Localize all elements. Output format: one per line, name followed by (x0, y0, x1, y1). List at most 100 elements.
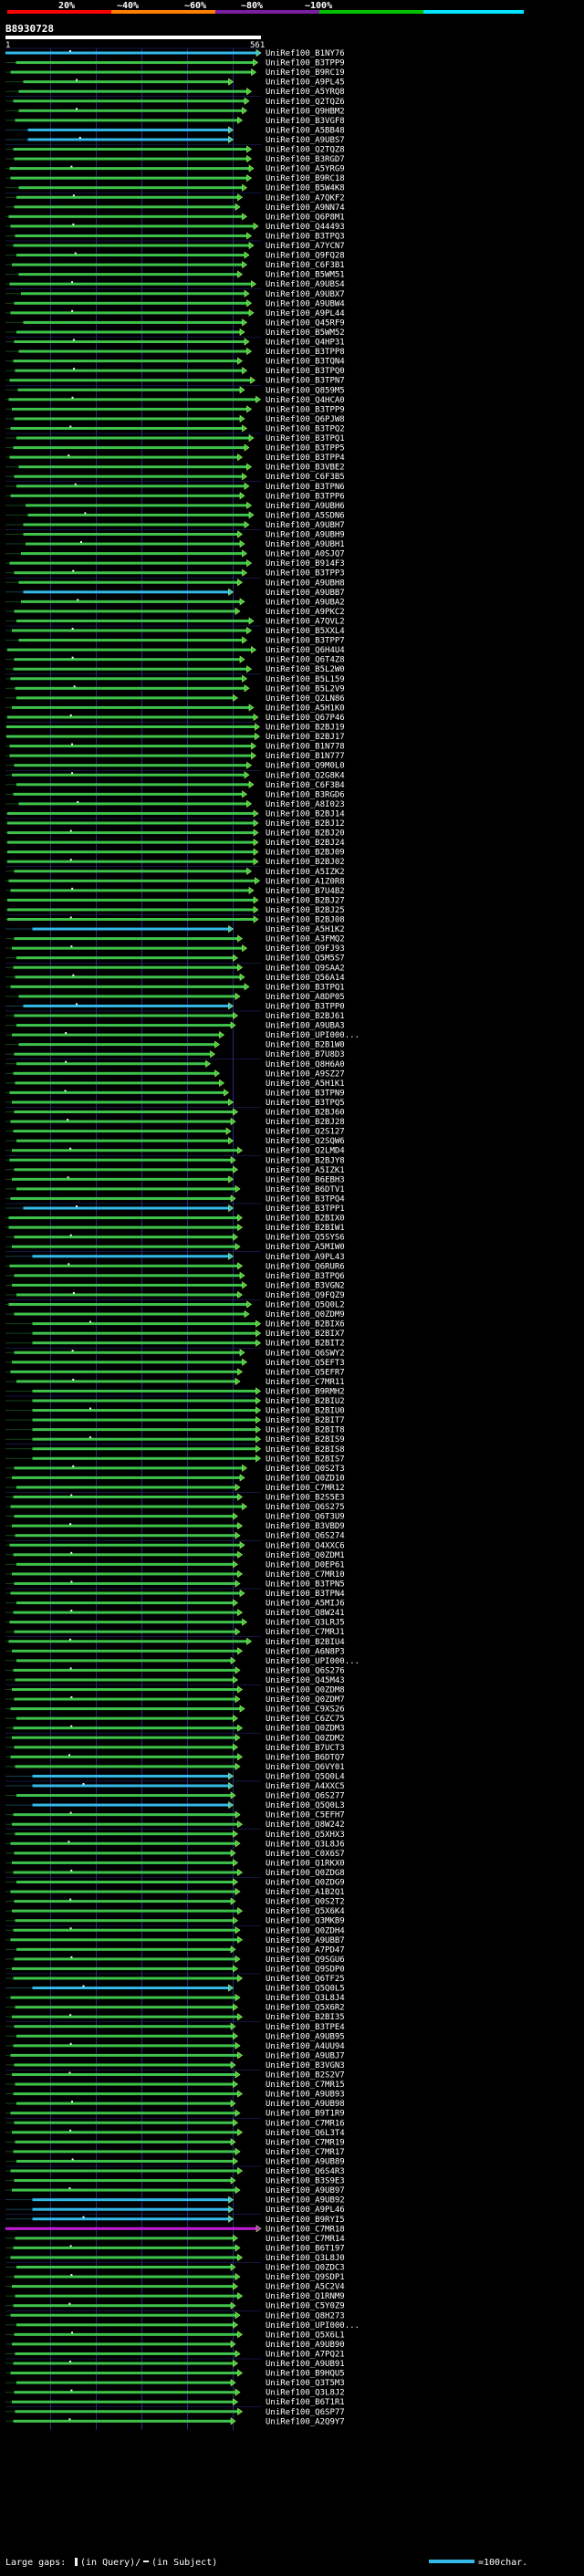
hit-label[interactable]: UniRef100_A9UB93 (266, 2091, 345, 2100)
hit-row[interactable]: UniRef100_B3TPQ2 (5, 424, 345, 433)
hit-row[interactable]: UniRef100_A7QKF2 (5, 193, 345, 203)
hit-row[interactable]: UniRef100_B3RGD6 (5, 790, 345, 799)
hit-row[interactable]: UniRef100_B1N778 (5, 742, 345, 752)
hit-row[interactable]: UniRef100_Q0ZDM8 (5, 1685, 345, 1695)
hit-label[interactable]: UniRef100_B9RC18 (266, 174, 345, 183)
hit-label[interactable]: UniRef100_Q9FJ93 (266, 944, 345, 954)
hit-row[interactable]: UniRef100_Q4XXC6 (5, 1541, 345, 1550)
hit-row[interactable]: UniRef100_B3TPQ3 (5, 232, 345, 241)
hit-label[interactable]: UniRef100_B3TPP8 (266, 348, 345, 357)
hit-label[interactable]: UniRef100_C7MRJ1 (266, 1628, 345, 1637)
hit-row[interactable]: UniRef100_C7MR10 (5, 1570, 345, 1580)
hit-row[interactable]: UniRef100_Q859M5 (5, 386, 345, 395)
hit-row[interactable]: UniRef100_Q0ZDH4 (5, 1926, 345, 1935)
hit-label[interactable]: UniRef100_Q9FQ28 (266, 252, 345, 261)
hit-label[interactable]: UniRef100_A9UBW4 (266, 299, 345, 308)
hit-row[interactable]: UniRef100_B2BJ20 (5, 829, 345, 839)
hit-row[interactable]: UniRef100_B6T197 (5, 2244, 345, 2253)
hit-label[interactable]: UniRef100_Q5EFT3 (266, 1359, 345, 1368)
hit-row[interactable]: UniRef100_UPI000... (5, 1031, 360, 1040)
hit-label[interactable]: UniRef100_Q6RUR6 (266, 1262, 345, 1271)
hit-label[interactable]: UniRef100_A9UB95 (266, 2032, 345, 2041)
hit-label[interactable]: UniRef100_Q6L3T4 (266, 2129, 345, 2138)
hit-row[interactable]: UniRef100_A7QVL2 (5, 617, 345, 626)
hit-label[interactable]: UniRef100_Q0ZDH4 (266, 1926, 345, 1935)
hit-row[interactable]: UniRef100_B2BIX6 (5, 1319, 345, 1330)
hit-row[interactable]: UniRef100_Q1RNM9 (5, 2292, 345, 2301)
hit-row[interactable]: UniRef100_A9UBB7 (5, 1935, 345, 1945)
hit-row[interactable]: UniRef100_A9UB97 (5, 2186, 345, 2195)
hit-row[interactable]: UniRef100_Q6RUR6 (5, 1262, 345, 1271)
hit-row[interactable]: UniRef100_B3VGN2 (5, 1281, 345, 1290)
hit-label[interactable]: UniRef100_B3TPQ6 (266, 1272, 345, 1281)
hit-label[interactable]: UniRef100_A9UB92 (266, 2196, 345, 2206)
hit-label[interactable]: UniRef100_B6T1R1 (266, 2398, 345, 2407)
hit-row[interactable]: UniRef100_Q6S277 (5, 1791, 345, 1801)
hit-row[interactable]: UniRef100_A9PL43 (5, 1252, 345, 1262)
hit-label[interactable]: UniRef100_A9UBJ7 (266, 2051, 345, 2060)
hit-row[interactable]: UniRef100_Q6SWY2 (5, 1349, 345, 1358)
hit-label[interactable]: UniRef100_Q3MKB9 (266, 1917, 345, 1926)
hit-label[interactable]: UniRef100_B2BJ08 (266, 916, 345, 925)
hit-label[interactable]: UniRef100_B3VGN3 (266, 2061, 345, 2070)
hit-row[interactable]: UniRef100_B3TPP9 (5, 405, 345, 414)
hit-row[interactable]: UniRef100_Q3L8J4 (5, 1994, 345, 2003)
hit-label[interactable]: UniRef100_A1B2Q1 (266, 1888, 345, 1897)
hit-row[interactable]: UniRef100_Q9SDP0 (5, 1965, 345, 1974)
hit-label[interactable]: UniRef100_C7MR15 (266, 2081, 345, 2090)
hit-label[interactable]: UniRef100_B3TPE4 (266, 2023, 345, 2032)
hit-row[interactable]: UniRef100_Q0ZDC3 (5, 2263, 345, 2273)
hit-row[interactable]: UniRef100_Q3L8J6 (5, 1840, 345, 1849)
hit-label[interactable]: UniRef100_C7MR19 (266, 2138, 345, 2147)
hit-label[interactable]: UniRef100_Q6S274 (266, 1532, 345, 1541)
hit-label[interactable]: UniRef100_A9UBH8 (266, 579, 345, 588)
hit-label[interactable]: UniRef100_Q6SWY2 (266, 1349, 345, 1358)
hit-row[interactable]: UniRef100_Q8W242 (5, 1820, 345, 1830)
hit-label[interactable]: UniRef100_Q6H4U4 (266, 646, 345, 655)
hit-row[interactable]: UniRef100_Q3MKB9 (5, 1916, 345, 1926)
hit-row[interactable]: UniRef100_B2B1W0 (5, 1040, 345, 1050)
hit-row[interactable]: UniRef100_B3VGN3 (5, 2060, 345, 2070)
hit-label[interactable]: UniRef100_Q6P8M1 (266, 213, 345, 222)
hit-row[interactable]: UniRef100_C7MRJ1 (5, 1628, 345, 1637)
hit-label[interactable]: UniRef100_C7MR14 (266, 2235, 345, 2244)
hit-row[interactable]: UniRef100_B3TPN9 (5, 1089, 345, 1098)
hit-row[interactable]: UniRef100_B1N777 (5, 752, 345, 761)
hit-label[interactable]: UniRef100_Q8W242 (266, 1820, 345, 1830)
hit-row[interactable]: UniRef100_A9UBJ7 (5, 2051, 345, 2060)
hit-label[interactable]: UniRef100_Q2LMD4 (266, 1147, 345, 1156)
hit-label[interactable]: UniRef100_B5L2V9 (266, 684, 345, 694)
hit-row[interactable]: UniRef100_B3TPP0 (5, 1002, 345, 1011)
hit-label[interactable]: UniRef100_Q0ZDG9 (266, 1879, 345, 1888)
hit-row[interactable]: UniRef100_Q5Q0L4 (5, 1772, 345, 1781)
hit-label[interactable]: UniRef100_B1NY76 (266, 49, 345, 58)
hit-label[interactable]: UniRef100_UPI000... (266, 1031, 360, 1040)
hit-row[interactable]: UniRef100_Q9SAA2 (5, 964, 345, 973)
hit-label[interactable]: UniRef100_A8DP05 (266, 993, 345, 1002)
hit-row[interactable]: UniRef100_B2BJ25 (5, 905, 345, 915)
hit-label[interactable]: UniRef100_Q5SYS6 (266, 1234, 345, 1243)
hit-row[interactable]: UniRef100_Q44493 (5, 222, 345, 232)
hit-row[interactable]: UniRef100_B2BIX0 (5, 1214, 345, 1224)
hit-row[interactable]: UniRef100_C7MR16 (5, 2119, 345, 2128)
hit-label[interactable]: UniRef100_UPI000... (266, 2321, 360, 2331)
hit-row[interactable]: UniRef100_B9RC18 (5, 174, 345, 183)
hit-label[interactable]: UniRef100_Q0ZDM7 (266, 1695, 345, 1705)
hit-row[interactable]: UniRef100_C7MR18 (5, 2225, 345, 2234)
hit-label[interactable]: UniRef100_Q6T4Z8 (266, 656, 345, 665)
hit-label[interactable]: UniRef100_Q5X6R2 (266, 2004, 345, 2013)
hit-label[interactable]: UniRef100_B6EBH3 (266, 1175, 345, 1184)
hit-label[interactable]: UniRef100_A9UB97 (266, 2186, 345, 2195)
hit-row[interactable]: UniRef100_A9UBH7 (5, 520, 345, 530)
hit-label[interactable]: UniRef100_B2S5E3 (266, 1494, 345, 1503)
hit-row[interactable]: UniRef100_Q2LN86 (5, 694, 345, 704)
hit-label[interactable]: UniRef100_Q5Q0L3 (266, 1801, 345, 1810)
hit-row[interactable]: UniRef100_Q5Q0L3 (5, 1801, 345, 1810)
hit-row[interactable]: UniRef100_B3TPP8 (5, 347, 345, 357)
hit-label[interactable]: UniRef100_B3TPQ3 (266, 232, 345, 241)
hit-label[interactable]: UniRef100_B5WM51 (266, 271, 345, 280)
hit-label[interactable]: UniRef100_B2BJY8 (266, 1156, 345, 1165)
hit-label[interactable]: UniRef100_C9XS26 (266, 1705, 345, 1715)
hit-label[interactable]: UniRef100_A9UB98 (266, 2100, 345, 2109)
hit-row[interactable]: UniRef100_A3FMQ2 (5, 934, 345, 944)
